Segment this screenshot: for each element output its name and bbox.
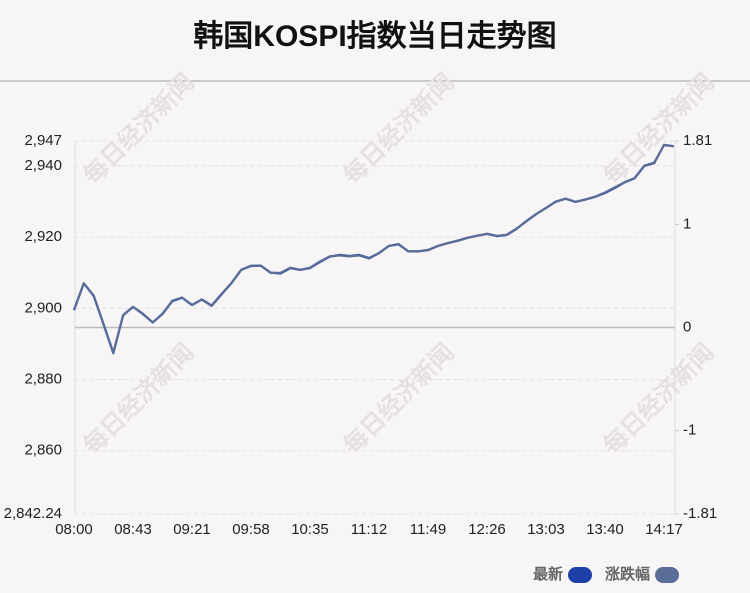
y-tick-label: 2,860 <box>24 442 62 459</box>
x-tick-label: 14:17 <box>645 521 683 538</box>
y2-tick-label: 0 <box>683 318 691 335</box>
line-series <box>72 143 674 354</box>
y2-tick-label: 1 <box>683 215 691 232</box>
x-tick-label: 11:49 <box>410 521 446 538</box>
legend-swatch <box>568 567 593 583</box>
y-tick-label: 2,842.24 <box>4 505 62 522</box>
watermark: 每日经济新闻 <box>78 68 200 190</box>
x-tick-label: 13:40 <box>586 521 624 538</box>
x-tick-label: 09:58 <box>232 521 270 538</box>
line-series <box>72 144 674 355</box>
y2-tick-label: -1 <box>683 422 696 439</box>
legend-label: 涨跌幅 <box>605 565 650 583</box>
watermark: 每日经济新闻 <box>598 68 720 190</box>
watermark: 每日经济新闻 <box>598 338 720 460</box>
watermark: 每日经济新闻 <box>78 338 200 460</box>
x-tick-label: 11:12 <box>351 521 387 538</box>
x-tick-label: 08:00 <box>55 521 93 538</box>
y-tick-label: 2,920 <box>24 228 62 245</box>
x-tick-label: 12:26 <box>468 521 506 538</box>
y-tick-label: 2,947 <box>24 132 62 149</box>
x-tick-label: 08:43 <box>114 521 152 538</box>
legend-label: 最新 <box>533 565 563 583</box>
y-tick-label: 2,880 <box>24 371 62 388</box>
chart-title: 韩国KOSPI指数当日走势图 <box>193 20 556 53</box>
y2-tick-label: -1.81 <box>683 505 717 522</box>
legend-swatch <box>655 567 680 583</box>
x-tick-label: 09:21 <box>173 521 211 538</box>
y2-tick-label: 1.81 <box>683 132 712 149</box>
watermark: 每日经济新闻 <box>338 338 460 460</box>
x-tick-label: 10:35 <box>291 521 329 538</box>
watermark: 每日经济新闻 <box>338 68 460 190</box>
y-tick-label: 2,900 <box>24 299 62 316</box>
x-tick-label: 13:03 <box>527 521 565 538</box>
y-tick-label: 2,940 <box>24 157 62 174</box>
